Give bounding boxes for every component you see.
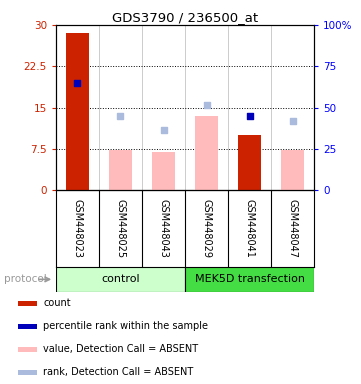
Text: rank, Detection Call = ABSENT: rank, Detection Call = ABSENT	[43, 367, 193, 377]
Bar	[18, 370, 36, 375]
Bar	[18, 324, 36, 329]
Text: GSM448043: GSM448043	[158, 199, 169, 258]
Bar	[66, 33, 89, 190]
Bar	[18, 301, 36, 306]
Point	[161, 126, 166, 132]
Bar	[195, 116, 218, 190]
Text: GSM448023: GSM448023	[73, 199, 82, 258]
Text: count: count	[43, 298, 71, 308]
Point	[75, 79, 81, 86]
Point	[247, 113, 252, 119]
Bar	[56, 267, 185, 292]
Title: GDS3790 / 236500_at: GDS3790 / 236500_at	[112, 11, 258, 24]
Text: GSM448029: GSM448029	[201, 199, 212, 258]
Bar	[18, 347, 36, 352]
Text: value, Detection Call = ABSENT: value, Detection Call = ABSENT	[43, 344, 199, 354]
Point	[118, 113, 123, 119]
Bar	[185, 267, 314, 292]
Text: percentile rank within the sample: percentile rank within the sample	[43, 321, 208, 331]
Point	[204, 102, 209, 108]
Bar	[238, 135, 261, 190]
Text: GSM448047: GSM448047	[288, 199, 297, 258]
Text: MEK5D transfection: MEK5D transfection	[195, 274, 305, 285]
Bar	[109, 151, 132, 190]
Text: GSM448041: GSM448041	[244, 199, 255, 258]
Text: protocol: protocol	[4, 274, 46, 285]
Text: control: control	[101, 274, 140, 285]
Bar	[281, 151, 304, 190]
Text: GSM448025: GSM448025	[116, 199, 126, 258]
Point	[290, 118, 295, 124]
Bar	[152, 152, 175, 190]
